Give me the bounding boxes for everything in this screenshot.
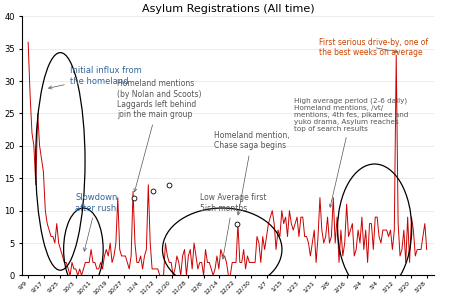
- Text: Slowdown
after rush: Slowdown after rush: [75, 193, 117, 251]
- Text: High average period (2-6 daily)
Homeland mentions, /vt/
mentions, 4th fes, pikam: High average period (2-6 daily) Homeland…: [294, 98, 409, 207]
- Text: Initial influx from
the homeland: Initial influx from the homeland: [49, 66, 142, 89]
- Text: Homeland mentions
(by Nolan and Scoots)
Laggards left behind
join the main group: Homeland mentions (by Nolan and Scoots) …: [117, 79, 202, 192]
- Title: Asylum Registrations (All time): Asylum Registrations (All time): [142, 4, 315, 14]
- Text: Low Average first
5ish months: Low Average first 5ish months: [199, 193, 266, 259]
- Text: First serious drive-by, one of
the best weeks on average: First serious drive-by, one of the best …: [319, 38, 428, 57]
- Text: Homeland mention,
Chase saga begins: Homeland mention, Chase saga begins: [214, 131, 290, 215]
